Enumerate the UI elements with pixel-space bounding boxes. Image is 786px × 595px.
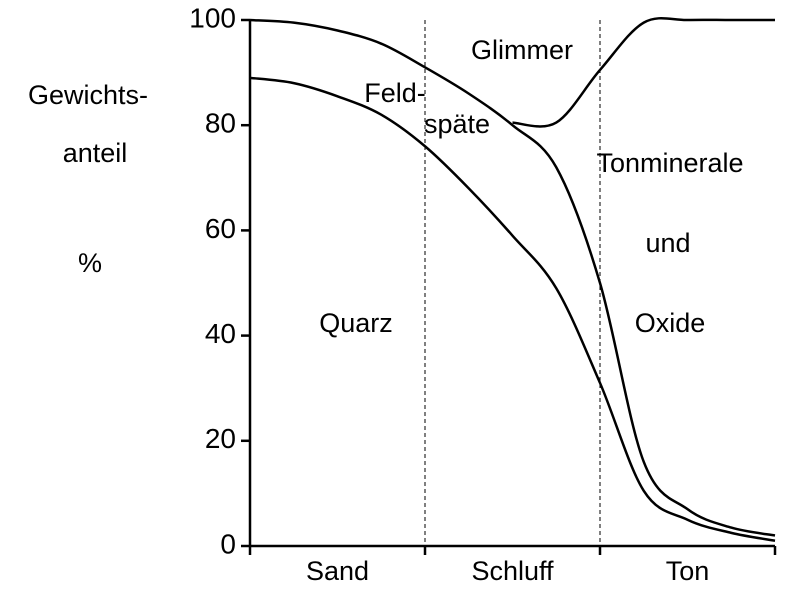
curve (249, 76, 776, 542)
curve (249, 18, 776, 537)
x-category-label: Schluff (471, 556, 554, 586)
region-label: Oxide (635, 308, 706, 338)
region-label: Quarz (319, 308, 393, 338)
region-label: späte (424, 109, 490, 139)
y-tick-label: 40 (205, 318, 236, 349)
region-label: Tonminerale (596, 148, 743, 178)
y-tick-label: 60 (205, 213, 236, 244)
region-label: und (645, 228, 690, 258)
y-tick-label: 80 (205, 108, 236, 139)
y-tick-label: 0 (220, 528, 236, 559)
region-label: Glimmer (471, 35, 573, 65)
curve (512, 17, 775, 128)
x-category-label: Ton (666, 556, 710, 586)
region-label: Feld- (364, 78, 426, 108)
y-tick-label: 20 (205, 423, 236, 454)
y-axis-label: Gewichts- (28, 80, 148, 110)
x-category-label: Sand (306, 556, 369, 586)
y-axis-label: % (78, 248, 102, 278)
y-tick-label: 100 (189, 2, 236, 33)
y-axis-label: anteil (63, 138, 128, 168)
